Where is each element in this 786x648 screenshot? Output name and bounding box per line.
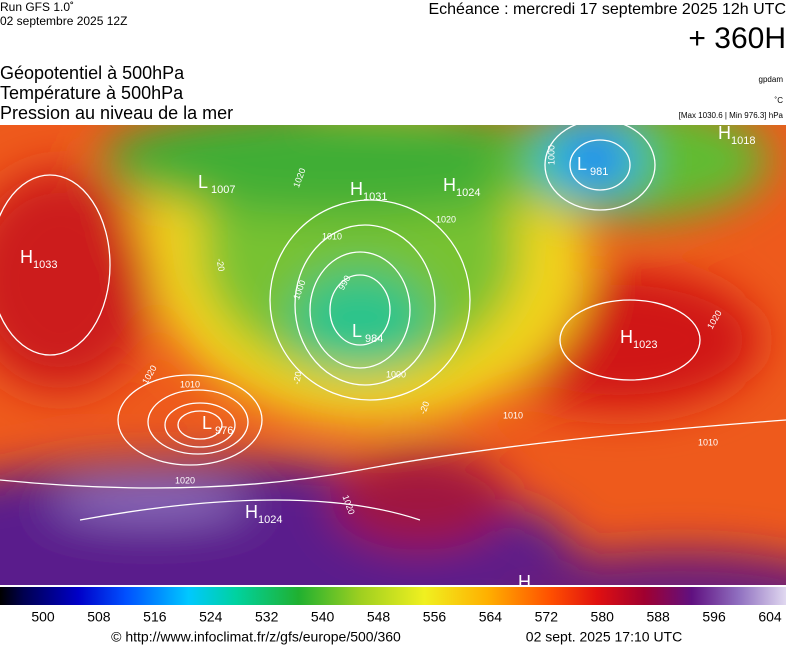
pressure-center-letter: H bbox=[20, 247, 33, 267]
isobar-label: 1010 bbox=[698, 437, 718, 447]
colorbar-tick-label: 556 bbox=[423, 609, 447, 625]
colorbar-tick-label: 580 bbox=[591, 609, 615, 625]
pressure-center-value: 1024 bbox=[456, 187, 480, 199]
run-date: 02 septembre 2025 12Z bbox=[0, 14, 127, 28]
isobar-label: 1010 bbox=[322, 231, 342, 241]
unit: [Max 1030.6 | Min 976.3] hPa bbox=[679, 111, 784, 120]
pressure-center-letter: H bbox=[518, 572, 531, 592]
lead-time: + 360H bbox=[688, 22, 786, 55]
colorbar-tick-label: 532 bbox=[255, 609, 279, 625]
run-label: Run GFS 1.0˚ bbox=[0, 0, 74, 14]
pressure-center-value: 1007 bbox=[211, 184, 235, 196]
pressure-center-value: 1031 bbox=[363, 191, 387, 203]
colorbar-tick-label: 548 bbox=[367, 609, 391, 625]
pressure-center-value: 1024 bbox=[258, 514, 282, 526]
pressure-center-letter: L bbox=[577, 154, 587, 174]
pressure-center-value: 976 bbox=[215, 425, 233, 437]
layer-title: Pression au niveau de la mer bbox=[0, 103, 233, 123]
source: © http://www.infoclimat.fr/z/gfs/europe/… bbox=[111, 629, 401, 645]
pressure-center-letter: H bbox=[718, 123, 731, 143]
colorbar-tick-label: 508 bbox=[87, 609, 111, 625]
layer-title: Géopotentiel à 500hPa bbox=[0, 63, 185, 83]
pressure-center-value: 1023 bbox=[633, 339, 657, 351]
isobar-label: 1000 bbox=[386, 369, 406, 379]
isobar-label: -20 bbox=[215, 258, 227, 273]
pressure-center-value: 981 bbox=[590, 166, 608, 178]
isobar-label: -20 bbox=[417, 400, 431, 416]
pressure-center-letter: H bbox=[443, 175, 456, 195]
colorbar-tick-label: 540 bbox=[311, 609, 335, 625]
colorbar-tick-label: 524 bbox=[199, 609, 223, 625]
pressure-center-letter: H bbox=[620, 327, 633, 347]
layer-title: Température à 500hPa bbox=[0, 83, 184, 103]
pressure-center-letter: H bbox=[350, 179, 363, 199]
colorbar-tick-label: 588 bbox=[646, 609, 670, 625]
isobar-label: 1010 bbox=[180, 379, 200, 389]
isobar-label: 1020 bbox=[175, 475, 195, 485]
pressure-center-letter: L bbox=[198, 172, 208, 192]
unit: ˚C bbox=[775, 96, 784, 105]
unit: gpdam bbox=[759, 75, 784, 84]
colorbar-tick-label: 516 bbox=[143, 609, 167, 625]
isobar-label: -20 bbox=[291, 371, 303, 386]
isobar-label: 1000 bbox=[546, 145, 556, 165]
pressure-center-letter: L bbox=[202, 413, 212, 433]
isobar-label: 1010 bbox=[503, 410, 523, 420]
colorbar-tick-label: 564 bbox=[479, 609, 503, 625]
generated: 02 sept. 2025 17:10 UTC bbox=[526, 629, 682, 645]
valid-time: Echéance : mercredi 17 septembre 2025 12… bbox=[428, 1, 786, 18]
colorbar-tick-label: 500 bbox=[31, 609, 55, 625]
isobar-label: 1020 bbox=[436, 214, 456, 224]
colorbar bbox=[0, 587, 786, 605]
colorbar-tick-label: 572 bbox=[535, 609, 559, 625]
pressure-center-letter: H bbox=[245, 502, 258, 522]
colorbar-tick-label: 596 bbox=[702, 609, 726, 625]
pressure-center-letter: L bbox=[352, 321, 362, 341]
pressure-center-value: 1018 bbox=[731, 135, 755, 147]
colorbar-tick-label: 604 bbox=[758, 609, 782, 625]
pressure-center-value: 1033 bbox=[33, 259, 57, 271]
pressure-center-value: 984 bbox=[365, 333, 383, 345]
